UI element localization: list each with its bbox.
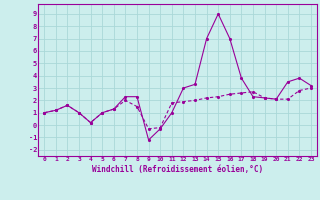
X-axis label: Windchill (Refroidissement éolien,°C): Windchill (Refroidissement éolien,°C) — [92, 165, 263, 174]
